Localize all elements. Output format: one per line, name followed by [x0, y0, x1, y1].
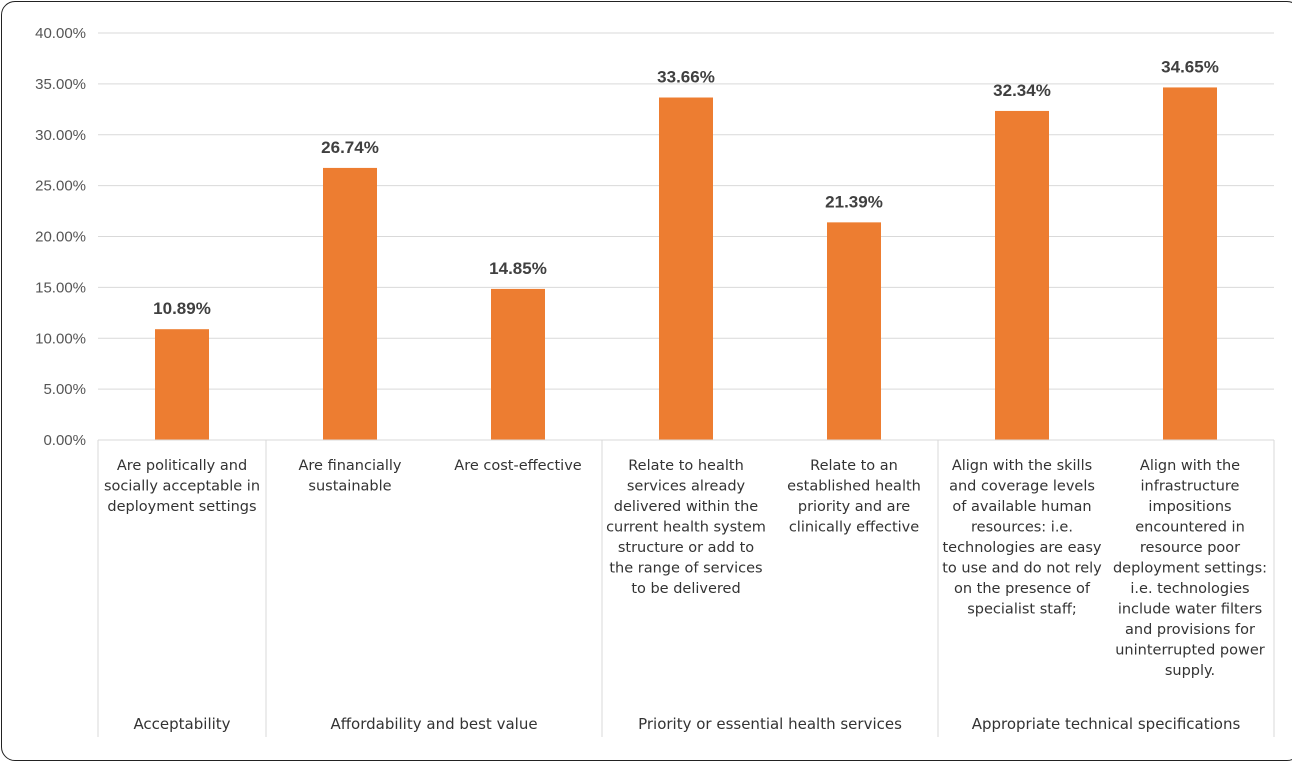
y-tick-label: 30.00%	[35, 127, 86, 144]
y-tick-label: 10.00%	[35, 330, 86, 347]
bar-chart: 0.00% 5.00% 10.00% 15.00% 20.00% 25.00% 30.00%…	[35, 25, 1275, 737]
data-label: 32.34%	[993, 81, 1051, 100]
data-label: 26.74%	[321, 138, 379, 157]
category-label: Are politically and socially acceptable i…	[104, 458, 260, 515]
y-tick-label: 5.00%	[43, 381, 86, 398]
y-tick-label: 15.00%	[35, 279, 86, 296]
bar	[323, 167, 377, 440]
y-axis: 0.00% 5.00% 10.00% 15.00% 20.00% 25.00% 30.00%…	[35, 25, 86, 449]
data-label: 33.66%	[657, 68, 715, 87]
category-label: Align with the skills and coverage levels…	[942, 458, 1102, 618]
bars	[155, 87, 1217, 441]
category-label: Align with the infrastructure impositions e…	[1113, 458, 1267, 679]
data-label: 34.65%	[1161, 57, 1219, 76]
bar	[659, 97, 713, 441]
group-label: Appropriate technical specifications	[972, 715, 1241, 733]
bar	[995, 110, 1049, 441]
data-labels: 10.89% 26.74% 14.85% 33.66% 21.39% 32.34% 34.6…	[153, 57, 1219, 318]
y-tick-label: 40.00%	[35, 25, 86, 42]
category-label: Relate to an established health priority a…	[787, 458, 921, 536]
category-label: Relate to health services already delivere…	[606, 458, 766, 597]
y-tick-label: 35.00%	[35, 76, 86, 93]
category-label: Are cost-effective	[454, 458, 582, 474]
data-label: 10.89%	[153, 299, 211, 318]
y-tick-label: 20.00%	[35, 229, 86, 246]
bar	[827, 222, 881, 440]
x-axis: Are politically and socially acceptable i…	[97, 439, 1275, 737]
bar	[491, 288, 545, 440]
group-label: Acceptability	[133, 715, 230, 733]
data-label: 21.39%	[825, 192, 883, 211]
y-tick-label: 25.00%	[35, 178, 86, 195]
category-label: Are financially sustainable	[298, 458, 401, 495]
bar	[1163, 87, 1217, 440]
y-tick-label: 0.00%	[43, 432, 86, 449]
group-label: Affordability and best value	[330, 715, 537, 733]
data-label: 14.85%	[489, 259, 547, 278]
bar	[155, 329, 209, 440]
group-label: Priority or essential health services	[638, 715, 902, 733]
